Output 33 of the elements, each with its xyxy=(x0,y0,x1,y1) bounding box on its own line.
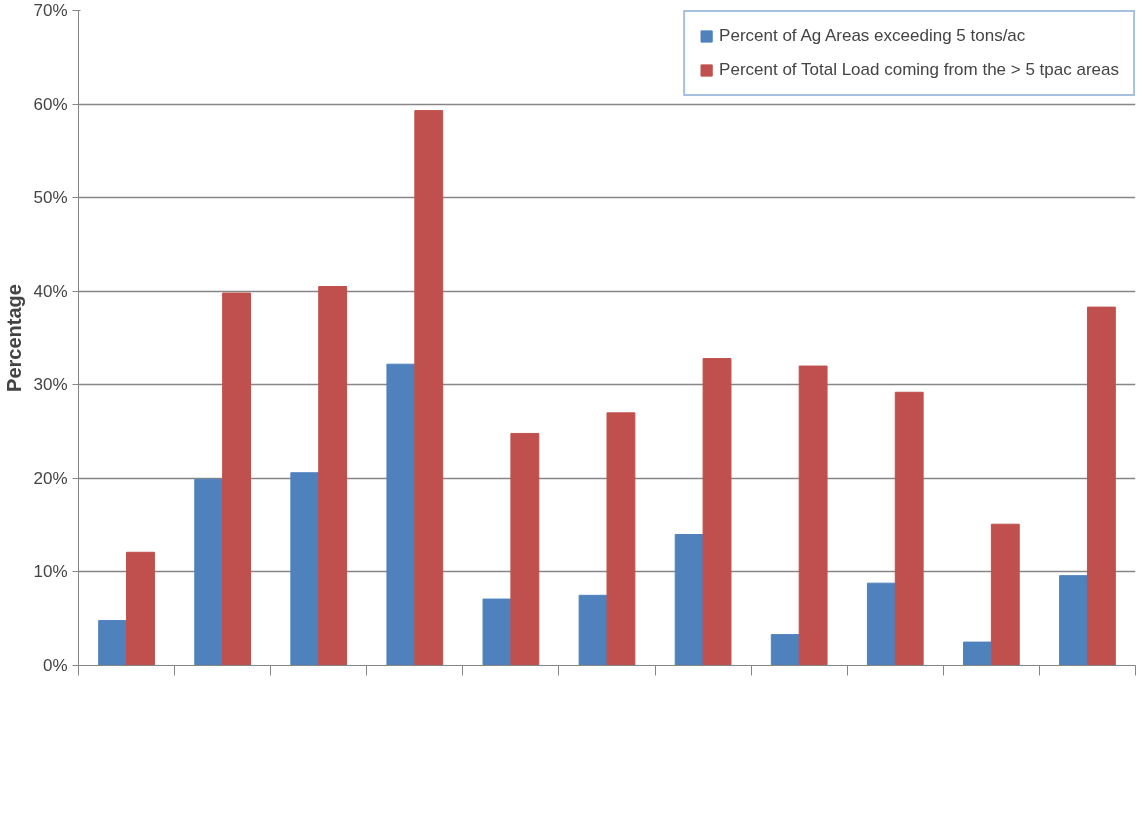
bar xyxy=(894,391,924,666)
bar xyxy=(963,641,992,666)
bar xyxy=(990,523,1020,666)
bar xyxy=(318,286,348,666)
bar xyxy=(674,534,704,666)
bar xyxy=(510,432,540,666)
bar xyxy=(702,358,732,666)
bar xyxy=(1086,306,1116,666)
bar xyxy=(194,478,224,666)
y-tick-label: 30% xyxy=(33,375,68,395)
y-tick-label: 70% xyxy=(33,1,68,20)
bar xyxy=(770,634,800,666)
bar xyxy=(414,110,444,666)
y-tick-label: 10% xyxy=(33,562,68,582)
bar xyxy=(866,582,896,666)
bar xyxy=(386,363,416,666)
bar xyxy=(798,365,828,666)
bar xyxy=(482,598,512,666)
bar xyxy=(290,472,320,666)
legend-label: Percent of Ag Areas exceeding 5 tons/ac xyxy=(719,26,1026,46)
y-tick-label: 40% xyxy=(33,281,68,301)
y-tick-label: 50% xyxy=(33,188,68,208)
bar xyxy=(98,620,128,666)
bar xyxy=(222,292,251,666)
y-tick-label: 60% xyxy=(33,94,68,114)
y-tick-label: 0% xyxy=(42,656,68,675)
bar xyxy=(1059,575,1088,666)
bar xyxy=(606,412,636,666)
legend-label: Percent of Total Load coming from the > 5 tpac areas xyxy=(719,60,1119,80)
bar xyxy=(126,551,155,666)
y-tick-label: 20% xyxy=(33,468,68,488)
y-axis-title: Percentage xyxy=(3,284,26,392)
bar xyxy=(578,594,608,666)
